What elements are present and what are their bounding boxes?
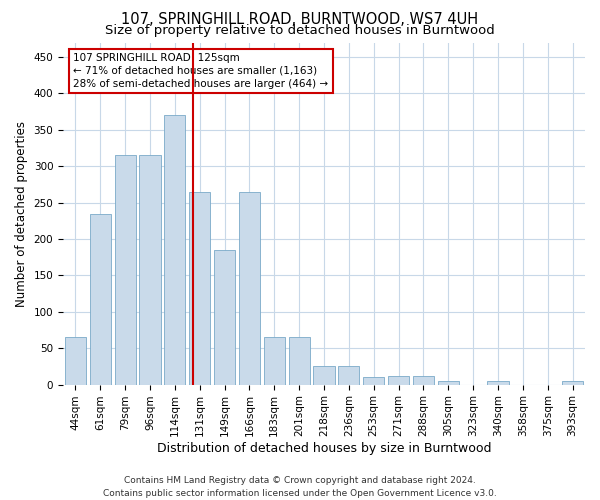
Bar — [289, 338, 310, 384]
Bar — [438, 381, 459, 384]
Text: Contains HM Land Registry data © Crown copyright and database right 2024.
Contai: Contains HM Land Registry data © Crown c… — [103, 476, 497, 498]
Bar — [562, 381, 583, 384]
Bar — [388, 376, 409, 384]
Bar — [214, 250, 235, 384]
Bar — [363, 378, 384, 384]
Bar — [115, 156, 136, 384]
Bar — [487, 381, 509, 384]
Bar — [65, 338, 86, 384]
Bar — [189, 192, 210, 384]
Text: 107 SPRINGHILL ROAD: 125sqm
← 71% of detached houses are smaller (1,163)
28% of : 107 SPRINGHILL ROAD: 125sqm ← 71% of det… — [73, 53, 329, 89]
Bar — [264, 338, 285, 384]
Bar — [139, 156, 161, 384]
Bar — [413, 376, 434, 384]
Bar — [164, 116, 185, 384]
Y-axis label: Number of detached properties: Number of detached properties — [15, 120, 28, 306]
Text: Size of property relative to detached houses in Burntwood: Size of property relative to detached ho… — [105, 24, 495, 37]
Bar — [313, 366, 335, 384]
Bar — [239, 192, 260, 384]
X-axis label: Distribution of detached houses by size in Burntwood: Distribution of detached houses by size … — [157, 442, 491, 455]
Text: 107, SPRINGHILL ROAD, BURNTWOOD, WS7 4UH: 107, SPRINGHILL ROAD, BURNTWOOD, WS7 4UH — [121, 12, 479, 28]
Bar — [338, 366, 359, 384]
Bar — [90, 214, 111, 384]
